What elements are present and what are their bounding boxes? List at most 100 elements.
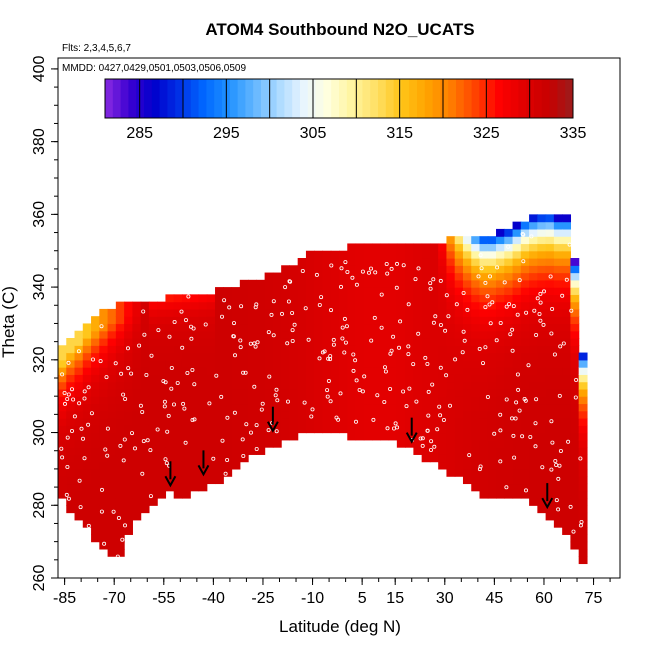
field-cell — [496, 432, 505, 441]
field-cell — [520, 367, 530, 375]
field-cell — [91, 468, 100, 477]
field-cell — [305, 388, 315, 397]
field-cell — [429, 316, 439, 325]
field-cell — [578, 534, 588, 543]
sample-point — [504, 485, 509, 490]
field-cell — [562, 490, 572, 499]
field-cell — [504, 410, 514, 419]
field-cell — [396, 308, 406, 317]
field-cell — [281, 279, 291, 288]
field-cell — [578, 512, 588, 521]
field-cell — [190, 388, 200, 397]
field-cell — [66, 396, 76, 405]
sample-point — [506, 244, 511, 249]
sample-point — [343, 260, 348, 265]
field-cell — [487, 432, 497, 441]
field-cell — [140, 338, 150, 346]
sample-point — [490, 300, 495, 305]
field-cell — [570, 367, 580, 375]
field-cell — [462, 476, 472, 485]
field-cell — [570, 396, 580, 405]
field-cell — [446, 338, 456, 346]
field-cell — [190, 425, 200, 434]
field-cell — [281, 418, 291, 426]
field-cell — [545, 505, 555, 514]
field-cell — [479, 294, 489, 303]
field-cell — [496, 381, 505, 390]
sample-point — [292, 322, 297, 327]
field-cell — [553, 403, 563, 412]
field-cell — [124, 454, 133, 463]
field-cell — [330, 418, 340, 426]
field-cell — [91, 381, 100, 390]
sample-point — [351, 368, 356, 373]
sample-point — [498, 459, 503, 464]
field-cell — [529, 214, 538, 223]
field-cell — [157, 345, 167, 354]
field-cell — [239, 410, 249, 419]
field-cell — [396, 359, 406, 368]
field-cell — [479, 345, 489, 354]
field-cell — [281, 272, 291, 281]
field-cell — [537, 447, 547, 455]
field-cell — [115, 359, 125, 368]
colorbar-segment — [128, 79, 137, 118]
field-cell — [512, 359, 522, 368]
sample-point — [487, 274, 492, 279]
field-cell — [471, 345, 481, 354]
field-cell — [462, 236, 472, 245]
field-cell — [496, 483, 505, 492]
sample-point — [172, 319, 177, 324]
sample-point — [477, 346, 482, 351]
field-cell — [363, 316, 373, 325]
field-cell — [504, 236, 514, 245]
field-cell — [107, 323, 117, 332]
field-cell — [223, 294, 233, 303]
field-cell — [314, 330, 324, 339]
colorbar-segment — [487, 79, 496, 118]
field-cell — [413, 345, 423, 354]
field-cell — [479, 236, 489, 245]
sample-point — [309, 414, 314, 419]
field-cell — [206, 403, 216, 412]
field-cell — [99, 338, 109, 346]
sample-point — [142, 332, 147, 337]
sample-point — [104, 375, 109, 380]
field-cell — [74, 396, 84, 405]
field-cell — [91, 454, 100, 463]
sample-point — [132, 446, 137, 451]
plot-frame — [57, 57, 621, 579]
field-cell — [91, 352, 100, 361]
field-cell — [173, 294, 183, 303]
field-cell — [91, 410, 100, 419]
sample-point — [428, 286, 433, 291]
field-cell — [281, 338, 291, 346]
field-cell — [165, 338, 175, 346]
field-cell — [487, 279, 497, 288]
field-cell — [487, 403, 497, 412]
field-cell — [454, 403, 464, 412]
field-cell — [512, 338, 522, 346]
field-cell — [545, 279, 555, 288]
field-cell — [91, 374, 100, 383]
field-cell — [173, 410, 183, 419]
field-cell — [248, 301, 257, 310]
sample-point — [444, 293, 449, 298]
field-cell — [239, 403, 249, 412]
field-cell — [148, 454, 158, 463]
field-cell — [272, 279, 282, 288]
sample-point — [326, 356, 331, 361]
field-cell — [223, 418, 233, 426]
field-cell — [487, 301, 497, 310]
field-cell — [124, 308, 133, 317]
field-cell — [272, 287, 282, 295]
field-cell — [553, 221, 563, 230]
field-cell — [446, 425, 456, 434]
field-cell — [562, 228, 572, 237]
field-cell — [529, 359, 538, 368]
field-cell — [281, 410, 291, 419]
field-cell — [173, 490, 183, 499]
sample-point — [77, 401, 82, 406]
field-cell — [248, 403, 257, 412]
colorbar-segment — [565, 79, 574, 118]
